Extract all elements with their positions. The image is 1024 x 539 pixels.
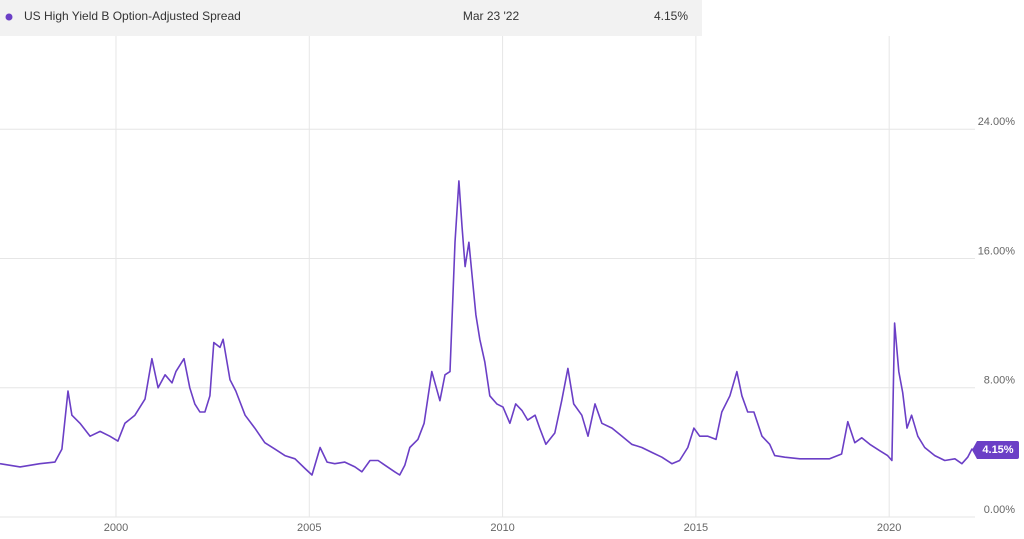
y-tick-label: 0.00% — [984, 504, 1015, 516]
x-tick-label: 2020 — [877, 522, 901, 534]
legend-name: US High Yield B Option-Adjusted Spread — [24, 9, 241, 23]
legend-marker — [5, 13, 13, 21]
y-tick-label: 24.00% — [978, 116, 1016, 128]
last-value-label: 4.15% — [982, 444, 1013, 456]
x-tick-label: 2015 — [684, 522, 708, 534]
x-tick-label: 2005 — [297, 522, 321, 534]
y-tick-label: 16.00% — [978, 245, 1016, 257]
legend-date: Mar 23 '22 — [463, 9, 520, 23]
x-tick-label: 2000 — [104, 522, 128, 534]
legend-value: 4.15% — [654, 9, 688, 23]
y-tick-label: 8.00% — [984, 375, 1015, 387]
legend-box — [0, 0, 702, 36]
series-line — [0, 180, 976, 476]
last-value-badge — [972, 440, 1019, 459]
x-tick-label: 2010 — [490, 522, 514, 534]
